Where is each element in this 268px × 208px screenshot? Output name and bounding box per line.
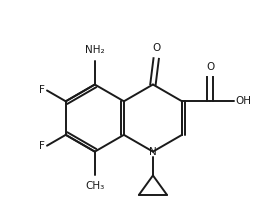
Text: CH₃: CH₃: [85, 181, 105, 191]
Text: N: N: [149, 147, 157, 157]
Text: NH₂: NH₂: [85, 45, 105, 55]
Text: O: O: [152, 43, 160, 53]
Text: F: F: [39, 141, 45, 151]
Text: F: F: [39, 85, 45, 95]
Text: O: O: [206, 62, 214, 72]
Text: OH: OH: [235, 96, 251, 106]
